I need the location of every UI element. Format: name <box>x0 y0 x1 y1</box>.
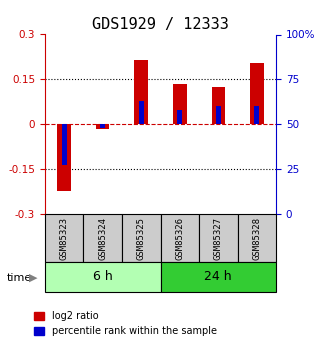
Bar <box>216 106 221 124</box>
Bar <box>173 84 187 124</box>
Text: 6 h: 6 h <box>93 270 113 283</box>
FancyBboxPatch shape <box>160 262 276 292</box>
FancyBboxPatch shape <box>45 262 160 292</box>
Legend: log2 ratio, percentile rank within the sample: log2 ratio, percentile rank within the s… <box>30 307 221 340</box>
Bar <box>178 110 182 124</box>
Bar <box>250 63 264 124</box>
Bar <box>134 60 148 124</box>
FancyBboxPatch shape <box>122 214 160 262</box>
Text: ▶: ▶ <box>29 273 37 283</box>
FancyBboxPatch shape <box>45 214 83 262</box>
Bar <box>57 124 71 191</box>
Text: GSM85324: GSM85324 <box>98 217 107 259</box>
Text: GSM85327: GSM85327 <box>214 217 223 259</box>
FancyBboxPatch shape <box>83 214 122 262</box>
FancyBboxPatch shape <box>160 214 199 262</box>
Bar <box>212 87 225 124</box>
Text: GSM85328: GSM85328 <box>252 217 261 259</box>
Text: GSM85323: GSM85323 <box>60 217 69 259</box>
FancyBboxPatch shape <box>199 214 238 262</box>
Bar <box>100 124 105 128</box>
Bar <box>96 124 109 129</box>
Text: GDS1929 / 12333: GDS1929 / 12333 <box>92 17 229 32</box>
Text: GSM85325: GSM85325 <box>137 217 146 259</box>
Text: 24 h: 24 h <box>204 270 232 283</box>
Bar <box>255 106 259 124</box>
Bar <box>139 101 143 124</box>
Bar <box>62 124 66 166</box>
FancyBboxPatch shape <box>238 214 276 262</box>
Text: GSM85326: GSM85326 <box>175 217 184 259</box>
Text: time: time <box>6 273 32 283</box>
